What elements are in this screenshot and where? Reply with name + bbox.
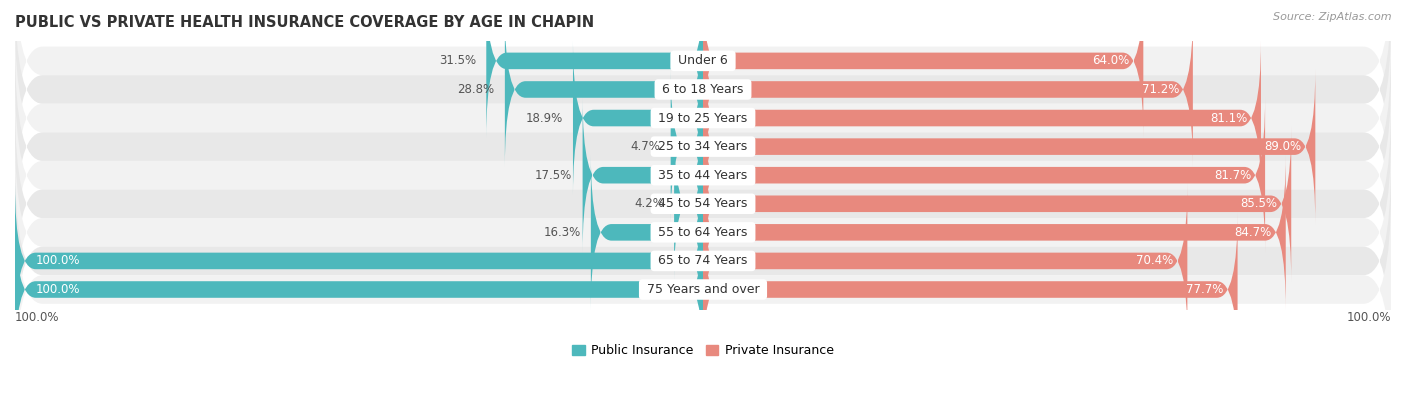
Text: 100.0%: 100.0% <box>35 283 80 296</box>
FancyBboxPatch shape <box>15 0 1391 161</box>
FancyBboxPatch shape <box>703 155 1285 310</box>
FancyBboxPatch shape <box>703 69 1316 224</box>
FancyBboxPatch shape <box>703 212 1237 367</box>
Text: 89.0%: 89.0% <box>1264 140 1302 153</box>
FancyBboxPatch shape <box>703 98 1265 253</box>
Text: 85.5%: 85.5% <box>1240 197 1278 210</box>
Text: 100.0%: 100.0% <box>1347 311 1391 324</box>
Text: Source: ZipAtlas.com: Source: ZipAtlas.com <box>1274 12 1392 22</box>
Text: 75 Years and over: 75 Years and over <box>643 283 763 296</box>
Text: 45 to 54 Years: 45 to 54 Years <box>654 197 752 210</box>
Text: 28.8%: 28.8% <box>457 83 495 96</box>
Legend: Public Insurance, Private Insurance: Public Insurance, Private Insurance <box>567 339 839 362</box>
FancyBboxPatch shape <box>703 126 1291 281</box>
Text: 31.5%: 31.5% <box>439 55 477 67</box>
FancyBboxPatch shape <box>591 155 703 310</box>
FancyBboxPatch shape <box>15 18 1391 218</box>
Text: 55 to 64 Years: 55 to 64 Years <box>654 226 752 239</box>
Text: 100.0%: 100.0% <box>15 311 59 324</box>
Text: 77.7%: 77.7% <box>1187 283 1223 296</box>
Text: 81.7%: 81.7% <box>1215 169 1251 182</box>
Text: 84.7%: 84.7% <box>1234 226 1272 239</box>
FancyBboxPatch shape <box>703 12 1192 167</box>
FancyBboxPatch shape <box>673 126 703 281</box>
Text: 81.1%: 81.1% <box>1211 112 1247 125</box>
FancyBboxPatch shape <box>15 75 1391 275</box>
FancyBboxPatch shape <box>574 40 703 195</box>
FancyBboxPatch shape <box>15 132 1391 332</box>
Text: 4.7%: 4.7% <box>630 140 661 153</box>
FancyBboxPatch shape <box>15 161 1391 361</box>
FancyBboxPatch shape <box>15 212 703 367</box>
FancyBboxPatch shape <box>505 12 703 167</box>
Text: 16.3%: 16.3% <box>543 226 581 239</box>
FancyBboxPatch shape <box>703 183 1187 338</box>
Text: 100.0%: 100.0% <box>35 254 80 268</box>
Text: 71.2%: 71.2% <box>1142 83 1180 96</box>
Text: 19 to 25 Years: 19 to 25 Years <box>654 112 752 125</box>
Text: 17.5%: 17.5% <box>536 169 572 182</box>
Text: 65 to 74 Years: 65 to 74 Years <box>654 254 752 268</box>
Text: 4.2%: 4.2% <box>634 197 664 210</box>
FancyBboxPatch shape <box>703 40 1261 195</box>
FancyBboxPatch shape <box>671 69 703 224</box>
FancyBboxPatch shape <box>15 47 1391 247</box>
Text: 35 to 44 Years: 35 to 44 Years <box>654 169 752 182</box>
FancyBboxPatch shape <box>703 0 1143 138</box>
FancyBboxPatch shape <box>15 104 1391 304</box>
Text: 6 to 18 Years: 6 to 18 Years <box>658 83 748 96</box>
Text: 70.4%: 70.4% <box>1136 254 1174 268</box>
FancyBboxPatch shape <box>582 98 703 253</box>
Text: 25 to 34 Years: 25 to 34 Years <box>654 140 752 153</box>
Text: 18.9%: 18.9% <box>526 112 562 125</box>
Text: 64.0%: 64.0% <box>1092 55 1129 67</box>
Text: PUBLIC VS PRIVATE HEALTH INSURANCE COVERAGE BY AGE IN CHAPIN: PUBLIC VS PRIVATE HEALTH INSURANCE COVER… <box>15 15 595 30</box>
FancyBboxPatch shape <box>486 0 703 138</box>
FancyBboxPatch shape <box>15 190 1391 389</box>
FancyBboxPatch shape <box>15 183 703 338</box>
Text: Under 6: Under 6 <box>673 55 733 67</box>
FancyBboxPatch shape <box>15 0 1391 190</box>
